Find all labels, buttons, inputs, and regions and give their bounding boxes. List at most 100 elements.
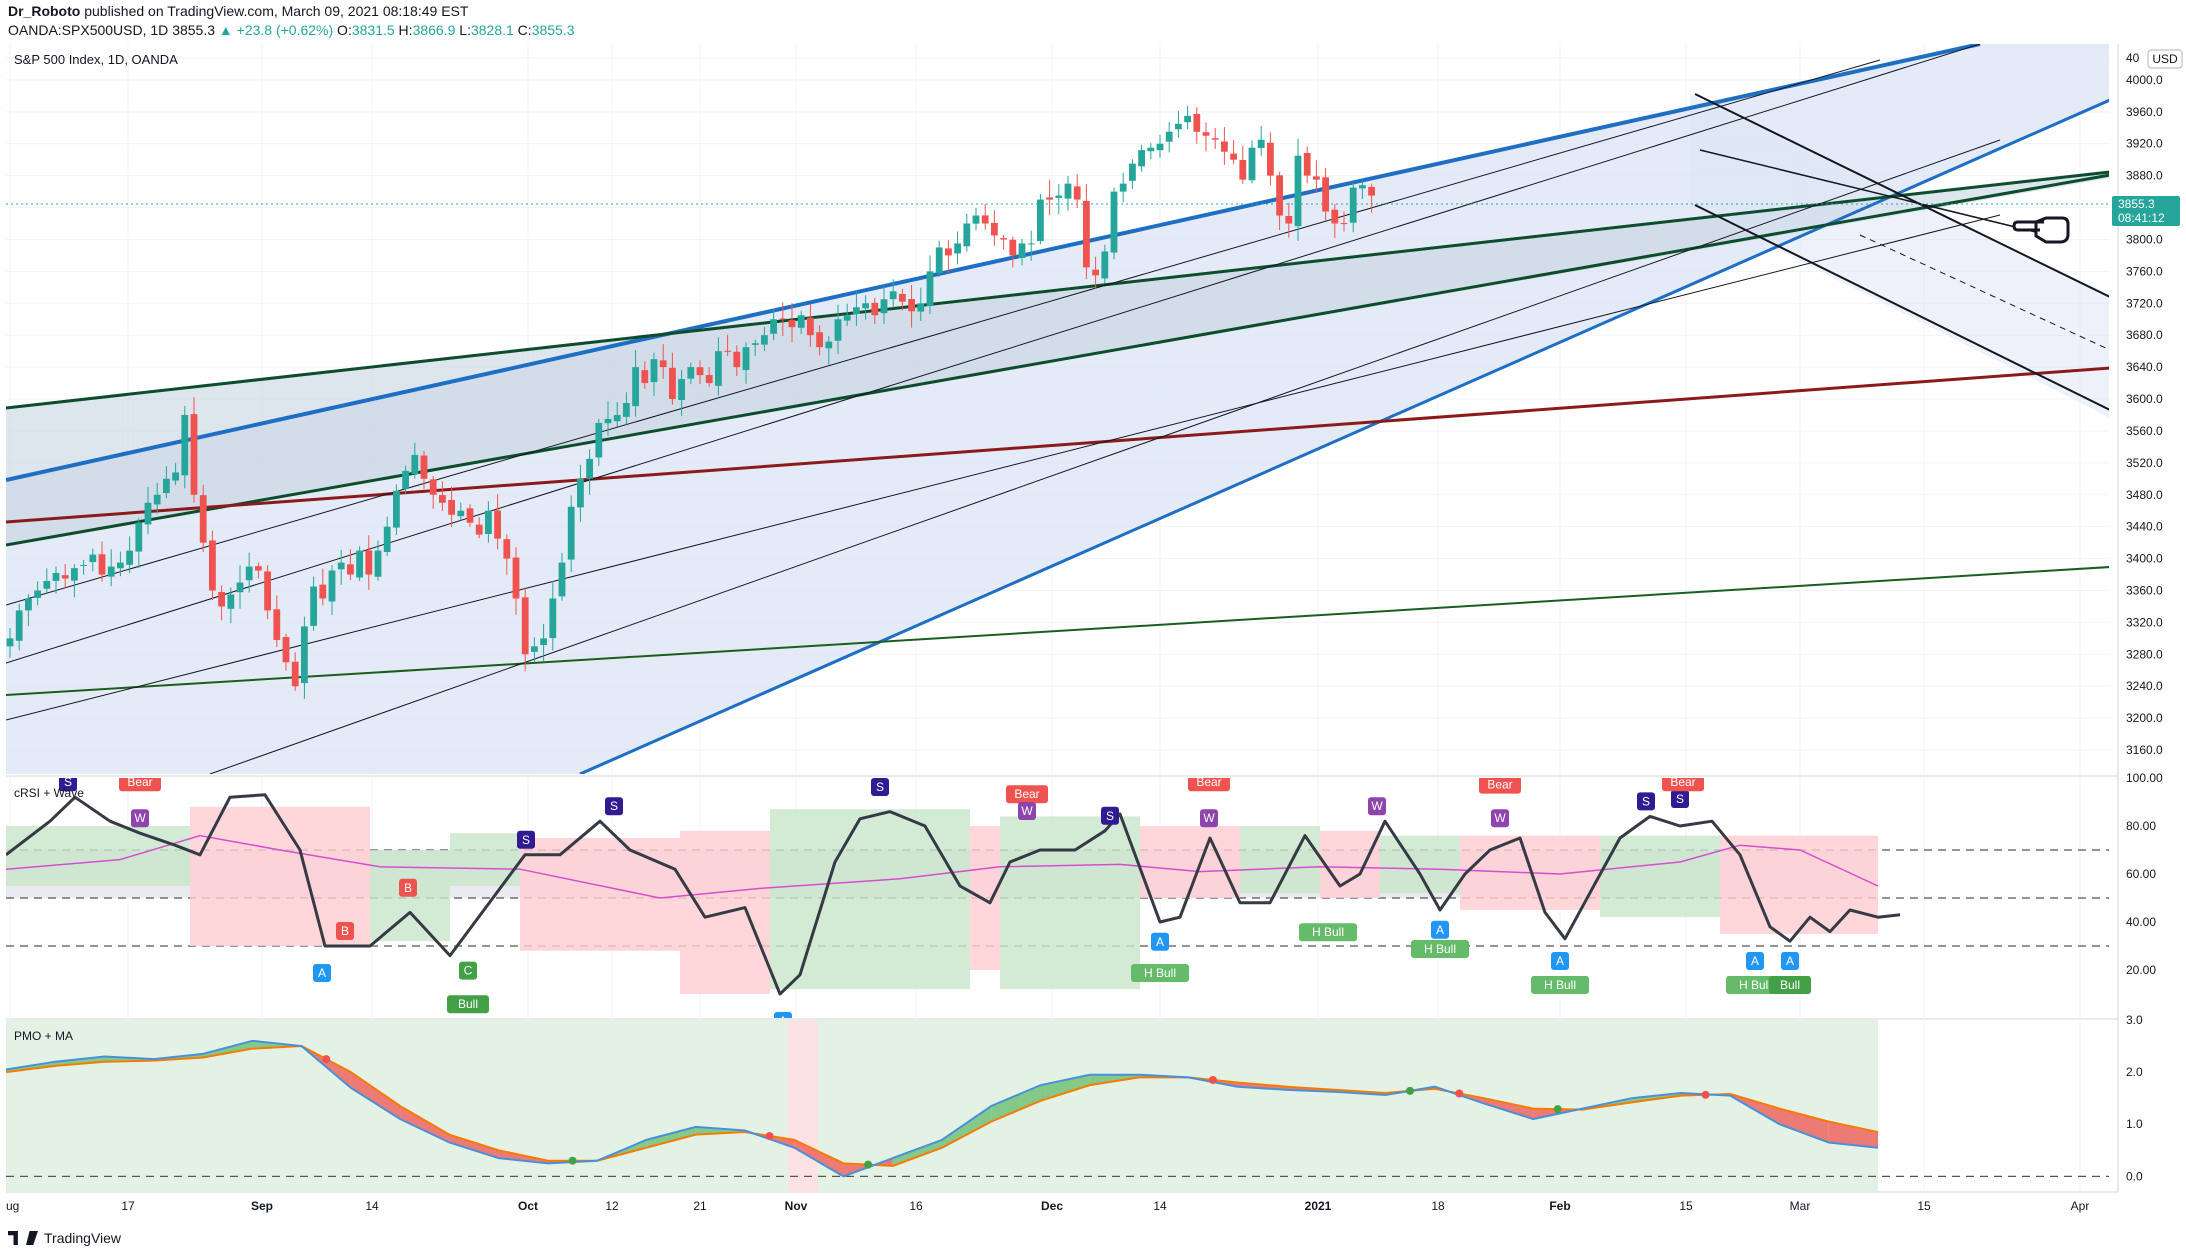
crsi-signal-badge [1769, 976, 1811, 994]
candle-body [34, 590, 41, 598]
time-tick-label: Sep [251, 1199, 273, 1213]
price-tick-label: 3400.0 [2126, 552, 2163, 566]
price-tick-label: 4000.0 [2126, 73, 2163, 87]
price-tick-label: 3720.0 [2126, 296, 2163, 310]
pmo-cross-dot [1701, 1090, 1710, 1099]
fan-line-2 [209, 139, 2001, 774]
candle-body [991, 222, 998, 236]
candle-body [1349, 187, 1357, 223]
crsi-signal-badge [1299, 923, 1357, 942]
candle-body [273, 609, 281, 640]
candle-body [117, 562, 124, 569]
candle-body [935, 247, 943, 273]
price-tick-label: 3560.0 [2126, 424, 2163, 438]
candle-body [623, 403, 630, 417]
candle-body [779, 318, 787, 320]
time-tick-label: 12 [605, 1199, 619, 1213]
crsi-signal-text: S [1106, 809, 1114, 823]
price-pane-title: S&P 500 Index, 1D, OANDA [14, 52, 178, 67]
red-trend-line [6, 366, 2109, 524]
candle-body [80, 564, 87, 566]
candle-body [586, 458, 593, 479]
candle-body [411, 454, 419, 475]
candle-body [816, 332, 823, 348]
last-price-tag: 3855.3 [2118, 197, 2155, 211]
pmo-bg [6, 1020, 1878, 1192]
candle-body [954, 243, 961, 254]
candle-body [871, 302, 879, 316]
candle-body [227, 594, 235, 609]
candle-body [71, 568, 78, 581]
pmo-tick-label: 0.0 [2126, 1169, 2143, 1183]
candle-body [1202, 132, 1210, 136]
crsi-pane[interactable]: S W Bear S B B A C Bull S S S A Bear W S A H Bull Bear W H B… [6, 754, 2110, 1030]
author-name[interactable]: Dr_Roboto [8, 3, 81, 19]
crsi-signal-text: W [134, 811, 146, 825]
crsi-signal-text: A [1156, 935, 1164, 949]
crsi-tick-label: 40.00 [2126, 915, 2156, 929]
candle-body [328, 570, 336, 602]
candle-body [319, 584, 327, 599]
price-tick-label: 3280.0 [2126, 647, 2163, 661]
candle-body [650, 359, 658, 383]
candle-body [1184, 115, 1191, 123]
candle-body [751, 343, 759, 345]
candle-body [1110, 191, 1118, 253]
candle-body [705, 375, 713, 384]
green-support-line [6, 566, 2109, 696]
candle-body [632, 367, 639, 407]
crsi-signal-text: S [522, 833, 530, 847]
candle-body [715, 351, 722, 386]
candle-body [1037, 199, 1044, 242]
candle-body [595, 422, 603, 458]
crsi-signal-text: A [1556, 954, 1564, 968]
pmo-fill [400, 1106, 450, 1143]
pmo-fill [1828, 1121, 1878, 1148]
crsi-signal-badge [1637, 792, 1655, 811]
candle-body [25, 598, 32, 611]
crsi-zone [770, 809, 970, 990]
crsi-signal-badge [1131, 964, 1189, 982]
candle-body [245, 566, 253, 581]
fan-line-3 [6, 214, 2001, 721]
last-price: 3855.3 [172, 22, 216, 38]
candle-body [1322, 177, 1329, 212]
tradingview-logo-icon-part [26, 1231, 38, 1245]
chart-canvas[interactable]: S W Bear S B B A C Bull S S S A Bear W S A H Bull Bear W H B… [0, 0, 2186, 1222]
candle-body [733, 351, 741, 368]
crsi-signal-text: A [779, 1014, 787, 1028]
price-tick-label: 3360.0 [2126, 584, 2163, 598]
crsi-tick-label: 80.00 [2126, 819, 2156, 833]
time-tick-label: Oct [518, 1199, 538, 1213]
candle-body [494, 510, 501, 539]
candle-body [797, 315, 805, 328]
candle-body [190, 414, 198, 495]
candle-body [1165, 131, 1173, 142]
candle-body [963, 223, 971, 247]
tradingview-brand[interactable]: TradingView [8, 1230, 121, 1246]
crsi-signal-badge [517, 830, 535, 849]
candle-body [512, 557, 520, 599]
price-pane[interactable] [6, 44, 2110, 774]
crsi-signal-text: S [876, 780, 884, 794]
crsi-signal-badge [1551, 952, 1569, 970]
crsi-signal-badge [399, 878, 417, 897]
ohlc-close: 3855.3 [531, 22, 575, 38]
crsi-signal-badge [1491, 809, 1509, 828]
time-tick-label: Feb [1549, 1199, 1570, 1213]
falling-channel-upper [1694, 93, 2109, 298]
price-tick-label: 3160.0 [2126, 743, 2163, 757]
candle-body [577, 478, 584, 508]
candle-body [356, 550, 363, 578]
crsi-line [6, 793, 1901, 996]
candle-body [107, 566, 115, 577]
crsi-signal-text: Bear [1196, 775, 1221, 789]
candle-body [1129, 163, 1136, 181]
price-tick-label: 3880.0 [2126, 169, 2163, 183]
candle-body [972, 215, 980, 224]
candle-body [420, 455, 428, 479]
candle-body [696, 367, 704, 376]
pmo-pane[interactable] [6, 1020, 2110, 1192]
price-tick-label: 3640.0 [2126, 360, 2163, 374]
crsi-signal-text: H Bull [1312, 925, 1344, 939]
